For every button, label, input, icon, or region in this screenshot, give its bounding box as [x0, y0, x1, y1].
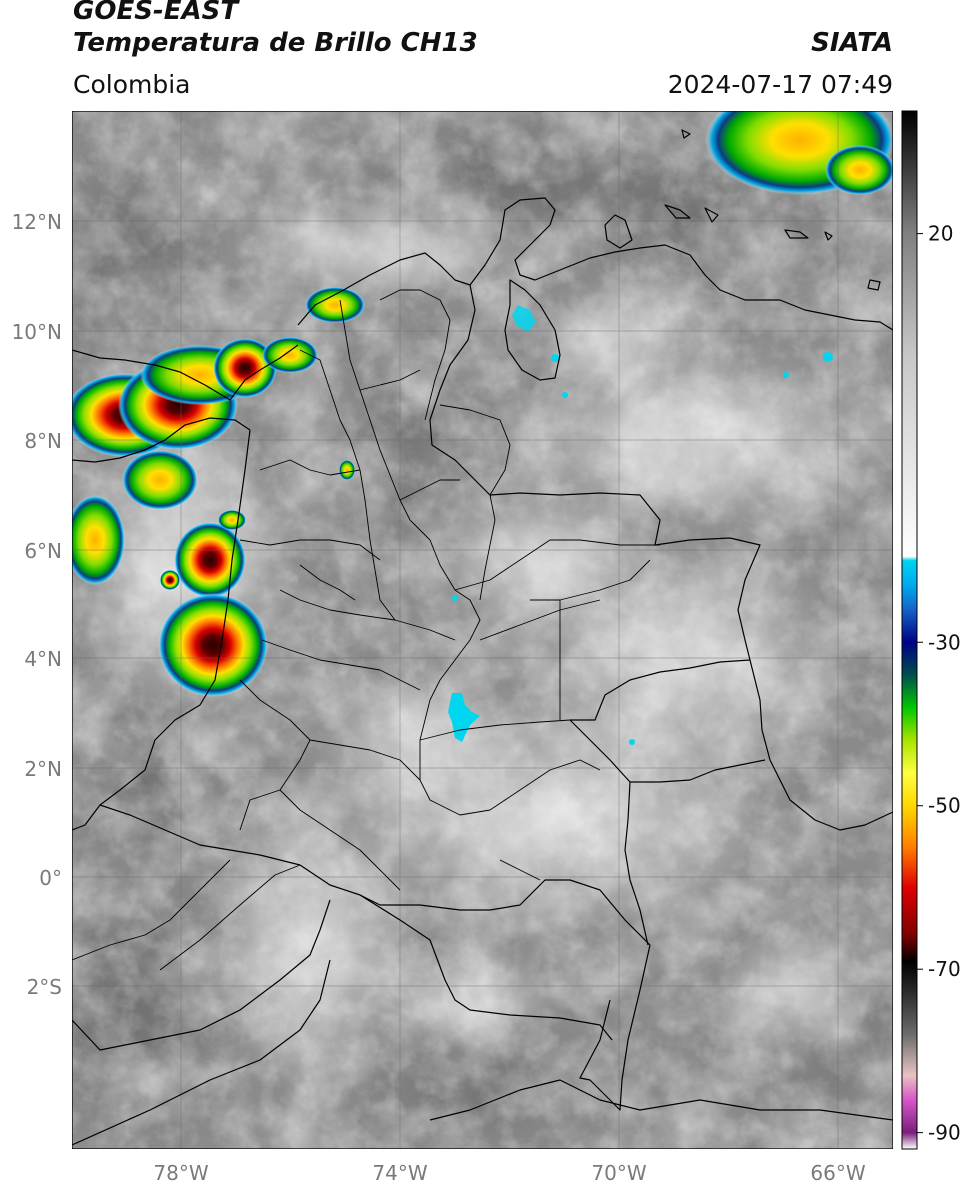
colorbar-tick-label: -50	[928, 794, 961, 818]
cold-spots	[448, 305, 833, 745]
map-panel	[72, 111, 893, 1149]
longitude-ticks: 78°W 74°W 70°W 66°W	[153, 1161, 865, 1185]
storm-cells	[72, 111, 893, 697]
gridlines	[72, 111, 893, 1149]
lon-tick-4: 66°W	[810, 1161, 865, 1185]
lon-tick-2: 74°W	[372, 1161, 427, 1185]
cold-spot-llanos	[448, 693, 480, 742]
colorbar-tick-label: -90	[928, 1121, 961, 1145]
region-label: Colombia	[73, 70, 191, 99]
lat-tick-2: 10°N	[12, 320, 62, 344]
product-title: Temperatura de Brillo CH13	[73, 28, 478, 58]
storm-cell-choco-north	[174, 522, 246, 598]
colorbar: 20 -30 -50 -70 -90	[901, 110, 961, 1150]
colorbar-ticks: 20 -30 -50 -70 -90	[917, 222, 961, 1145]
colorbar-strip	[902, 111, 917, 1149]
lat-tick-1: 12°N	[12, 210, 62, 234]
lat-tick-5: 4°N	[24, 647, 62, 671]
lat-tick-8: 2°S	[27, 975, 62, 999]
lon-tick-3: 70°W	[591, 1161, 646, 1185]
agency-label: SIATA	[811, 28, 893, 58]
lat-tick-3: 8°N	[24, 429, 62, 453]
colorbar-tick-label: 20	[928, 222, 953, 246]
latitude-ticks: 12°N 10°N 8°N 6°N 4°N 2°N 0° 2°S	[12, 210, 62, 999]
storm-cell-choco-south	[158, 593, 268, 697]
lat-tick-7: 0°	[39, 866, 62, 890]
colorbar-tick-label: -30	[928, 630, 961, 654]
coastlines-borders	[72, 129, 893, 1146]
lat-tick-6: 2°N	[24, 757, 62, 781]
datetime-label: 2024-07-17 07:49	[667, 70, 893, 99]
satellite-title: GOES-EAST	[73, 0, 239, 26]
lat-tick-4: 6°N	[24, 539, 62, 563]
lon-tick-1: 78°W	[153, 1161, 208, 1185]
colorbar-frame	[901, 110, 918, 1150]
cold-spot-perija	[512, 305, 536, 332]
colorbar-tick-label: -70	[928, 957, 961, 981]
